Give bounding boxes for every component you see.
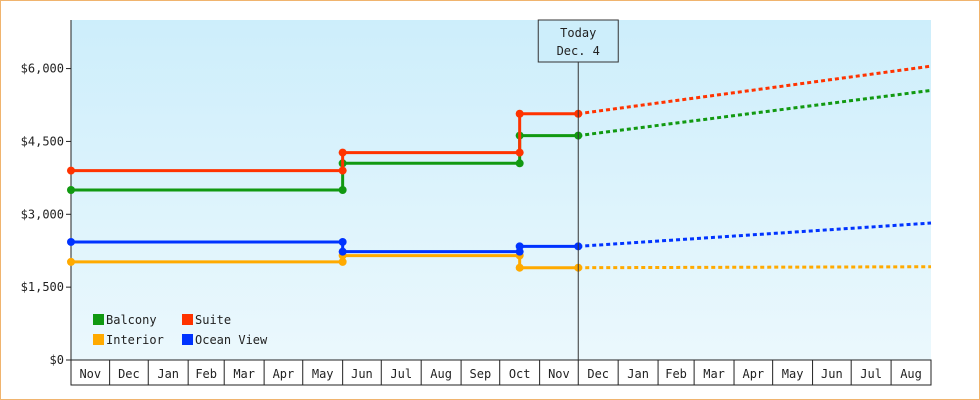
- data-point: [338, 186, 347, 194]
- legend-swatch: [182, 314, 193, 325]
- series-line-balcony: [71, 134, 579, 192]
- x-axis-strip: [70, 359, 932, 386]
- x-tick-label: Jun: [351, 367, 373, 381]
- legend-label: Balcony: [106, 313, 157, 327]
- y-tick-label: $3,000: [21, 207, 64, 221]
- x-tick-label: Jul: [390, 367, 412, 381]
- today-label: Today: [560, 26, 596, 40]
- series-line-ocean-view: [71, 240, 579, 254]
- x-tick-label: Mar: [233, 367, 255, 381]
- x-tick-label: Aug: [900, 367, 922, 381]
- data-point: [67, 166, 75, 175]
- legend-label: Ocean View: [195, 333, 268, 347]
- x-tick-label: May: [312, 367, 334, 381]
- y-tick-label: $6,000: [21, 62, 64, 76]
- x-tick-label: Apr: [273, 367, 295, 381]
- x-tick-label: Dec: [587, 367, 609, 381]
- x-tick-label: Nov: [79, 367, 101, 381]
- series-forecast-suite: [578, 64, 932, 116]
- legend-swatch: [93, 314, 104, 325]
- x-tick-label: Mar: [703, 367, 725, 381]
- series-ocean-view: [67, 221, 932, 256]
- y-tick-label: $0: [50, 353, 64, 367]
- x-tick-label: Sep: [470, 367, 492, 381]
- today-date: Dec. 4: [557, 44, 600, 58]
- series-line-interior: [71, 254, 579, 270]
- data-point: [338, 237, 347, 246]
- x-tick-label: Oct: [509, 367, 531, 381]
- data-point: [515, 148, 524, 157]
- x-tick-label: Jul: [860, 367, 882, 381]
- data-point: [515, 242, 524, 251]
- x-tick-label: Dec: [118, 367, 140, 381]
- series-forecast-ocean-view: [578, 221, 932, 248]
- x-tick-label: Feb: [195, 367, 217, 381]
- legend-label: Interior: [106, 333, 164, 347]
- x-tick-label: May: [782, 367, 804, 381]
- today-box: [537, 19, 619, 63]
- data-point: [515, 109, 524, 118]
- series-balcony: [67, 88, 932, 194]
- data-point: [338, 257, 347, 266]
- x-tick-label: Nov: [548, 367, 570, 381]
- x-tick-label: Feb: [665, 367, 687, 381]
- x-tick-label: Aug: [430, 367, 452, 381]
- data-point: [67, 237, 75, 246]
- x-tick-label: Jan: [627, 367, 649, 381]
- series-forecast-balcony: [578, 88, 932, 138]
- series-line-suite: [71, 112, 579, 173]
- legend-swatch: [182, 334, 193, 345]
- data-point: [515, 263, 524, 272]
- data-point: [67, 257, 75, 266]
- y-tick-label: $4,500: [21, 134, 64, 148]
- x-tick-label: Apr: [742, 367, 764, 381]
- legend-label: Suite: [195, 313, 231, 327]
- data-point: [338, 166, 347, 175]
- data-point: [67, 186, 75, 194]
- legend-swatch: [93, 334, 104, 345]
- x-tick-label: Jan: [157, 367, 179, 381]
- data-point: [515, 159, 524, 168]
- data-point: [338, 148, 347, 157]
- series-forecast-interior: [578, 265, 932, 270]
- data-point: [338, 247, 347, 256]
- x-tick-label: Jun: [821, 367, 843, 381]
- y-tick-label: $1,500: [21, 280, 64, 294]
